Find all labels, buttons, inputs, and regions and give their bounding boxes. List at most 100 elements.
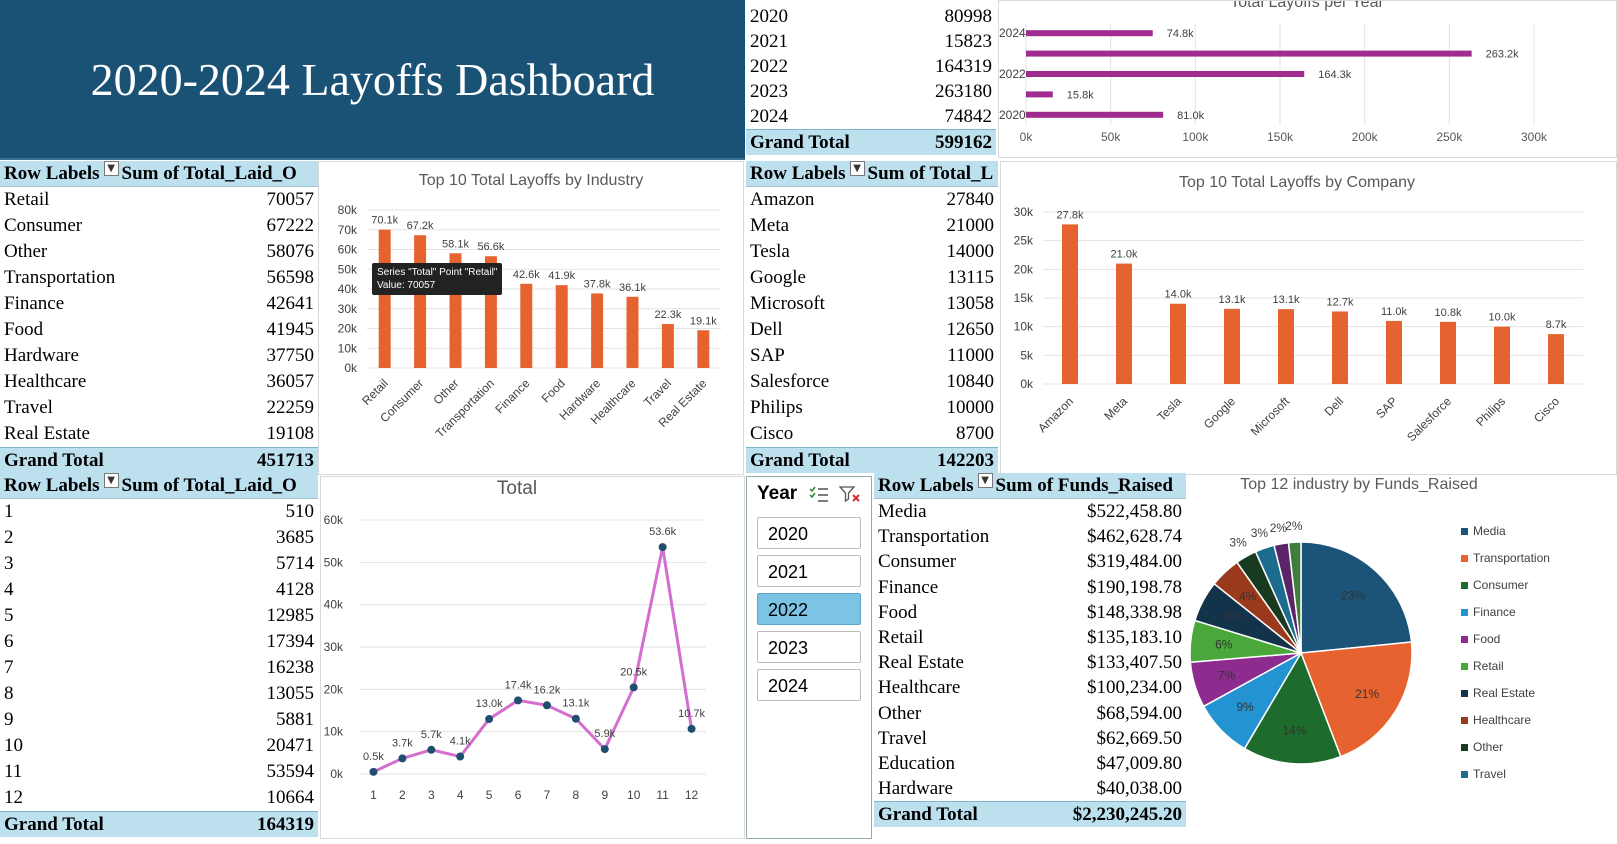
chart-tooltip: Series "Total" Point "Retail" Value: 700… [372, 263, 503, 295]
y-tick-label: 30k [338, 302, 358, 316]
row-value: 21000 [946, 215, 995, 236]
chart-monthly-total[interactable]: Total 0k 10k 20k 30k 40k 50k 60k 0.5k 1 3.7k 2 5.7k 3… [320, 476, 745, 839]
row-label: Finance [4, 293, 65, 314]
y-tick-label: 20k [338, 322, 358, 336]
data-label: 10.8k [1435, 307, 1462, 319]
y-tick-label: 2024 [999, 26, 1026, 40]
slicer-item-2022[interactable]: 2022 [757, 593, 861, 625]
data-point [542, 701, 551, 710]
y-tick-label: 30k [324, 640, 344, 654]
row-label: Transportation [878, 526, 990, 548]
pivot-industry-row: Travel 22259 [0, 395, 318, 421]
y-tick-label: 10k [338, 341, 358, 355]
series-line [372, 546, 694, 774]
row-value: 5881 [276, 709, 314, 730]
y-tick-label: 40k [338, 282, 358, 296]
slicer-item-2020[interactable]: 2020 [757, 517, 861, 549]
pivot-year-row: 2022 164319 [746, 54, 996, 79]
slicer-item-2023[interactable]: 2023 [757, 631, 861, 663]
data-label: 81.0k [1177, 110, 1204, 122]
y-tick-label: 0k [330, 767, 344, 781]
data-label: 58.1k [442, 238, 469, 250]
chart-top10-company[interactable]: Top 10 Total Layoffs by Company 0k 5k 10k 15… [1000, 161, 1617, 475]
data-label: 6% [1224, 610, 1242, 624]
chart-title: Total Layoffs per Year [1230, 1, 1384, 11]
y-tick-label: 40k [324, 598, 344, 612]
row-labels-header: Row Labels [878, 475, 974, 496]
grand-total-value: 142203 [937, 450, 994, 471]
x-tick-label: 50k [1101, 130, 1121, 144]
bar-consumer [414, 235, 427, 368]
pivot-month-row: 4 4128 [0, 577, 318, 603]
data-label: 2% [1270, 521, 1288, 535]
row-label: 10 [4, 735, 23, 756]
row-label: Real Estate [4, 423, 90, 444]
chart-top10-industry[interactable]: Top 10 Total Layoffs by Industry 0k 10k 20k… [318, 161, 744, 475]
bar-cisco [1548, 334, 1564, 384]
row-label: Other [878, 702, 922, 724]
y-tick-label: 25k [1014, 234, 1034, 248]
x-tick-label: Cisco [1531, 394, 1562, 425]
row-value: $100,234.00 [1087, 677, 1182, 699]
chart-title: Top 10 Total Layoffs by Industry [419, 172, 643, 189]
row-value: $190,198.78 [1087, 576, 1182, 598]
row-label: Travel [4, 397, 53, 418]
slicer-item-2021[interactable]: 2021 [757, 555, 861, 587]
filter-icon[interactable]: ▼ [849, 161, 865, 176]
bar-2022 [1026, 71, 1305, 77]
x-tick-label: 7 [544, 788, 551, 802]
y-tick-label: 60k [324, 513, 344, 527]
row-value: 14000 [946, 241, 995, 262]
data-label: 7% [1218, 668, 1236, 682]
grand-total-value: $2,230,245.20 [1072, 804, 1182, 826]
row-value: 70057 [266, 189, 315, 210]
pivot-funds-header: Row Labels ▼ Sum of Funds_Raised [874, 473, 1186, 499]
row-value: 80998 [944, 6, 993, 27]
clear-filter-icon[interactable] [839, 485, 861, 503]
pivot-month-grand-total: Grand Total 164319 [0, 811, 318, 837]
row-label: 2022 [750, 56, 788, 77]
data-label: 19.1k [690, 315, 717, 327]
dashboard-banner: 2020-2024 Layoffs Dashboard [0, 0, 745, 160]
pivot-company-row: Meta 21000 [746, 213, 998, 239]
data-point [658, 543, 667, 552]
data-label: 22.3k [654, 309, 681, 321]
filter-icon[interactable]: ▼ [103, 161, 119, 176]
pivot-industry-grand-total: Grand Total 451713 [0, 447, 318, 473]
legend-entry: Consumer [1473, 578, 1528, 592]
data-label: 17.4k [505, 679, 532, 691]
tooltip-line1: Series "Total" Point "Retail" [377, 267, 498, 278]
x-tick-label: 8 [573, 788, 580, 802]
pivot-month-row: 12 10664 [0, 785, 318, 811]
row-label: Dell [750, 319, 783, 340]
bar-google [1224, 308, 1240, 384]
pivot-company-row: Amazon 27840 [746, 187, 998, 213]
data-label: 12.7k [1327, 296, 1354, 308]
data-point [369, 767, 378, 776]
y-tick-label: 2020 [999, 108, 1026, 122]
x-tick-label: Other [430, 376, 461, 407]
pivot-company-grand-total: Grand Total 142203 [746, 447, 998, 473]
x-tick-label: 11 [656, 788, 669, 802]
data-label: 10.0k [1489, 312, 1516, 324]
filter-icon[interactable]: ▼ [977, 473, 993, 488]
bar-2020 [1026, 111, 1164, 118]
chart-funds-pie[interactable]: Top 12 industry by Funds_Raised 23% 21% 14%… [1188, 476, 1617, 839]
chart-layoffs-per-year[interactable]: Total Layoffs per Year 0k 50k 100k 150k 200k 2… [998, 0, 1617, 158]
bar-2024 [1026, 30, 1153, 37]
slicer-item-2024[interactable]: 2024 [757, 669, 861, 701]
bar-philips [1494, 326, 1510, 384]
x-tick-label: 300k [1521, 130, 1548, 144]
row-label: Microsoft [750, 293, 825, 314]
pivot-industry-header: Row Labels ▼ Sum of Total_Laid_O [0, 161, 318, 187]
data-label: 21% [1355, 687, 1379, 701]
multi-select-icon[interactable] [809, 485, 829, 503]
data-label: 2% [1285, 519, 1303, 533]
row-label: Meta [750, 215, 790, 236]
data-label: 74.8k [1167, 28, 1194, 40]
pivot-funds-row: Healthcare $100,234.00 [874, 675, 1186, 700]
grand-total-value: 451713 [257, 450, 314, 471]
y-tick-label: 0k [344, 361, 358, 375]
legend-entry: Real Estate [1473, 686, 1535, 700]
dropdown-icon[interactable]: ▼ [103, 473, 119, 488]
